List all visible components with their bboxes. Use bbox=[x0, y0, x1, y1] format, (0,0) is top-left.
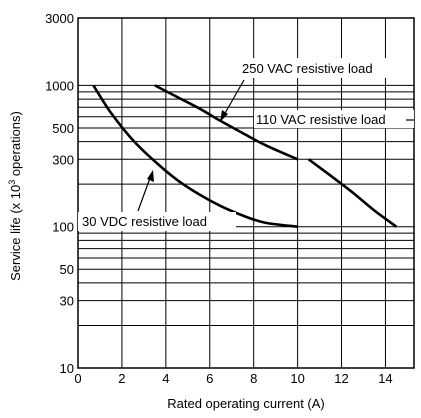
x-tick-label: 12 bbox=[334, 371, 348, 386]
annotation-30vdc: 30 VDC resistive load bbox=[78, 170, 236, 231]
annotation-110vac: 110 VAC resistive load bbox=[254, 110, 414, 128]
y-tick-label: 50 bbox=[60, 262, 74, 277]
x-axis-title: Rated operating current (A) bbox=[167, 396, 325, 411]
tick-labels: 0 2 4 6 8 10 12 14 10 30 50 100 300 500 1000 3000 bbox=[45, 11, 393, 386]
y-tick-label: 1000 bbox=[45, 78, 74, 93]
annotation-30vdc-label: 30 VDC resistive load bbox=[82, 214, 207, 229]
y-tick-label: 10 bbox=[60, 361, 74, 376]
x-tick-label: 6 bbox=[206, 371, 213, 386]
y-tick-label: 100 bbox=[52, 220, 74, 235]
x-tick-label: 2 bbox=[118, 371, 125, 386]
series-line-1 bbox=[307, 158, 398, 228]
y-tick-label: 3000 bbox=[45, 11, 74, 26]
y-tick-label: 30 bbox=[60, 294, 74, 309]
annotation-110vac-label: 110 VAC resistive load bbox=[256, 112, 386, 127]
x-tick-label: 0 bbox=[74, 371, 81, 386]
x-tick-label: 4 bbox=[162, 371, 169, 386]
x-tick-label: 8 bbox=[250, 371, 257, 386]
y-axis-title: Service life (x 103 operations) bbox=[7, 111, 23, 281]
x-tick-label: 10 bbox=[290, 371, 304, 386]
series-line-2 bbox=[92, 84, 298, 228]
y-axis-title-sup: 3 bbox=[7, 180, 17, 185]
y-tick-label: 500 bbox=[52, 121, 74, 136]
annotation-250vac-label: 250 VAC resistive load bbox=[242, 61, 373, 76]
x-tick-label: 14 bbox=[378, 371, 392, 386]
plot-frame bbox=[77, 17, 415, 369]
y-axis-title-pre: Service life (x 10 bbox=[8, 185, 23, 281]
annotation-250vac: 250 VAC resistive load bbox=[220, 58, 387, 122]
y-axis-title-post: operations) bbox=[8, 111, 23, 180]
y-tick-label: 300 bbox=[52, 152, 74, 167]
series-layer bbox=[92, 84, 398, 228]
